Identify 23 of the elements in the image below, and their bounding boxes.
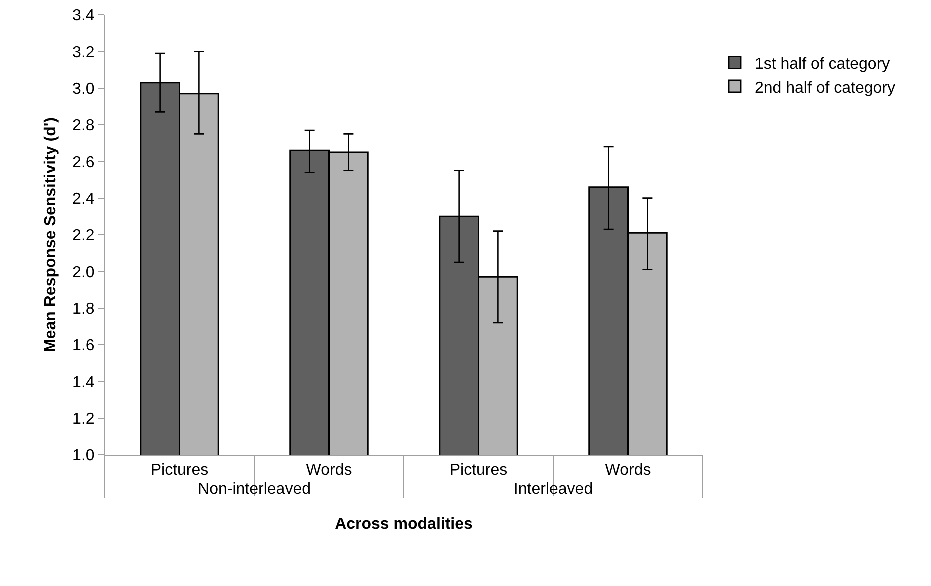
y-axis-title: Mean Response Sensitivity (d') xyxy=(42,118,60,352)
x-tick-label: Words xyxy=(605,462,652,480)
y-tick-label: 2.0 xyxy=(72,264,95,282)
y-tick-label: 1.8 xyxy=(72,300,95,318)
x-tick-label: Pictures xyxy=(150,462,209,480)
y-tick-label: 1.4 xyxy=(72,374,95,392)
text: Non-interleaved xyxy=(198,481,311,498)
y-tick-label: 3.2 xyxy=(72,44,95,62)
x-tick-label: Pictures xyxy=(450,462,508,480)
x-axis-title: Across modalities xyxy=(335,516,474,533)
y-tick-label: 1.0 xyxy=(72,448,95,465)
y-tick-label: 3.4 xyxy=(72,8,95,25)
x-tick-label: Words xyxy=(306,462,352,480)
y-tick-label: 1.6 xyxy=(72,338,95,355)
y-tick-label: 2.2 xyxy=(72,228,95,245)
text: Interleaved xyxy=(514,481,594,498)
y-tick-label: 2.6 xyxy=(72,154,95,172)
y-tick-label: 2.8 xyxy=(72,118,95,135)
y-tick-label: 2.4 xyxy=(72,190,95,208)
legend-label: 1st half of category xyxy=(754,56,890,73)
y-tick-label: 3.0 xyxy=(72,80,95,98)
y-tick-label: 1.2 xyxy=(72,410,95,428)
legend-label: 2nd half of category xyxy=(754,80,896,97)
